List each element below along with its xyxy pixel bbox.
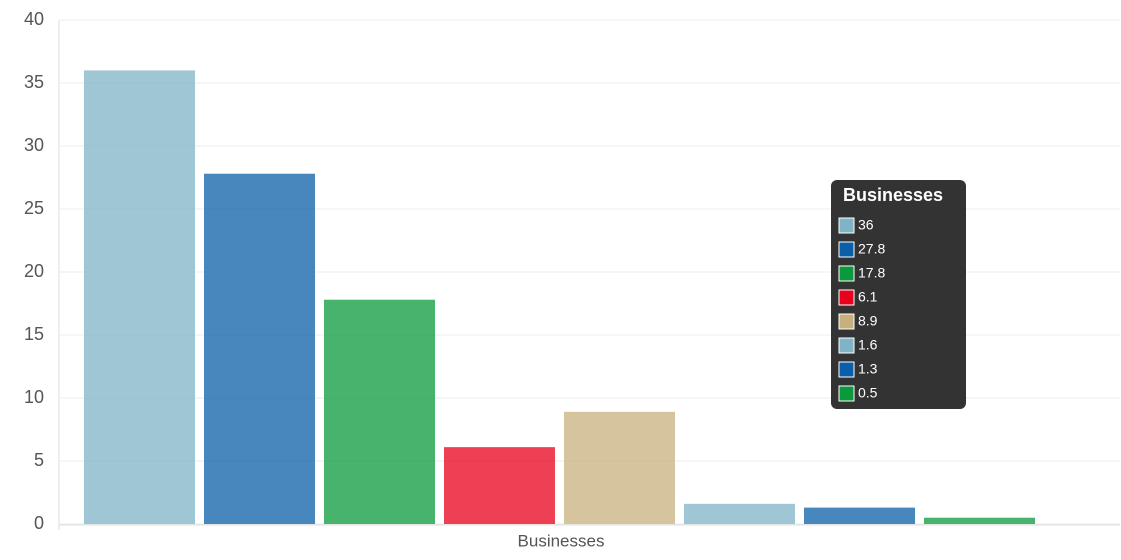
y-tick-label: 5 [34, 450, 44, 470]
tooltip-value: 1.6 [858, 337, 878, 353]
y-tick-label: 30 [24, 135, 44, 155]
tooltip-value: 8.9 [858, 313, 878, 329]
bar [444, 447, 555, 524]
tooltip: Businesses 36 27.8 17.8 6.1 8.9 1.6 1.3 0.5 [831, 180, 966, 409]
y-tick-label: 40 [24, 9, 44, 29]
y-tick-label: 0 [34, 513, 44, 533]
tooltip-value: 0.5 [858, 385, 878, 401]
tooltip-value: 1.3 [858, 361, 878, 377]
y-tick-label: 35 [24, 72, 44, 92]
x-tick-label: Businesses [518, 531, 605, 550]
bar [84, 70, 195, 525]
tooltip-box [831, 180, 966, 409]
y-tick-label: 15 [24, 324, 44, 344]
y-tick-label: 20 [24, 261, 44, 281]
tooltip-value: 17.8 [858, 265, 885, 281]
tooltip-swatch [838, 289, 855, 306]
bar [924, 517, 1035, 524]
bar [204, 173, 315, 524]
tooltip-title: Businesses [843, 185, 943, 205]
tooltip-swatch [838, 241, 855, 258]
tooltip-swatch [838, 337, 855, 354]
bar [564, 411, 675, 524]
tooltip-swatch [838, 361, 855, 378]
tooltip-value: 6.1 [858, 289, 878, 305]
y-tick-label: 25 [24, 198, 44, 218]
tooltip-swatch [838, 313, 855, 330]
bar [804, 507, 915, 524]
y-tick-label: 10 [24, 387, 44, 407]
tooltip-swatch [838, 385, 855, 402]
tooltip-swatch [838, 217, 855, 234]
tooltip-swatch [838, 265, 855, 282]
bar [324, 299, 435, 524]
bar [684, 503, 795, 524]
tooltip-value: 36 [858, 217, 874, 233]
tooltip-value: 27.8 [858, 241, 885, 257]
